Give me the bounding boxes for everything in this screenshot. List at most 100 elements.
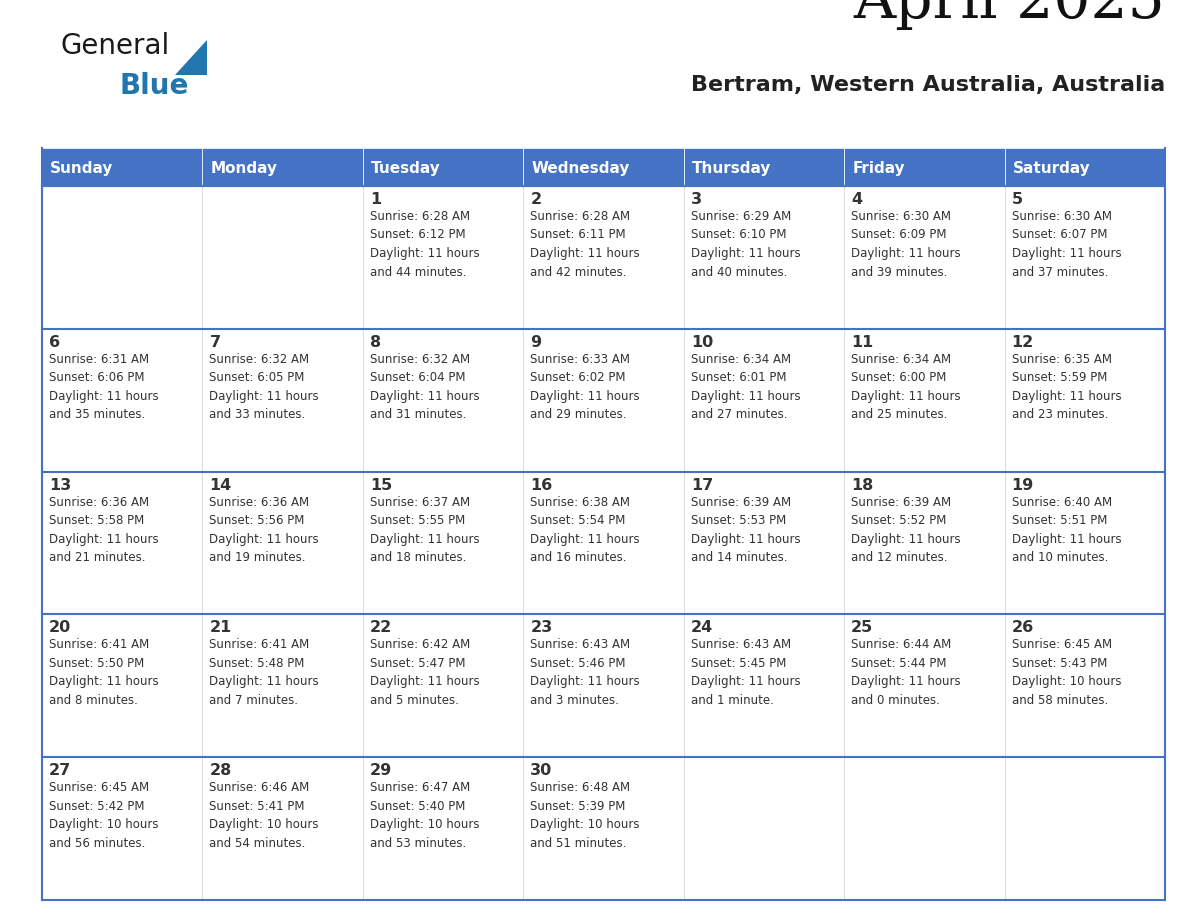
Bar [684, 757, 845, 900]
Text: Sunrise: 6:37 AM
Sunset: 5:55 PM
Daylight: 11 hours
and 18 minutes.: Sunrise: 6:37 AM Sunset: 5:55 PM Dayligh… [369, 496, 480, 564]
Bar [1005, 329, 1165, 472]
Bar [42, 757, 202, 900]
Text: 6: 6 [49, 335, 61, 350]
Text: 13: 13 [49, 477, 71, 493]
Text: 18: 18 [851, 477, 873, 493]
Text: Sunrise: 6:31 AM
Sunset: 6:06 PM
Daylight: 11 hours
and 35 minutes.: Sunrise: 6:31 AM Sunset: 6:06 PM Dayligh… [49, 353, 159, 421]
Bar [42, 472, 202, 614]
Text: 3: 3 [690, 192, 702, 207]
Text: 11: 11 [851, 335, 873, 350]
Text: 22: 22 [369, 621, 392, 635]
Text: General: General [61, 32, 169, 60]
Text: Sunrise: 6:34 AM
Sunset: 6:01 PM
Daylight: 11 hours
and 27 minutes.: Sunrise: 6:34 AM Sunset: 6:01 PM Dayligh… [690, 353, 801, 421]
Text: 20: 20 [49, 621, 71, 635]
Bar [362, 329, 523, 472]
Text: Tuesday: Tuesday [371, 161, 441, 175]
Bar [523, 614, 684, 757]
Bar [845, 329, 1005, 472]
Text: Blue: Blue [120, 72, 189, 100]
Bar [42, 148, 202, 186]
Text: Monday: Monday [210, 161, 278, 175]
Bar [523, 472, 684, 614]
Text: Saturday: Saturday [1012, 161, 1091, 175]
Bar [684, 329, 845, 472]
Text: 9: 9 [530, 335, 542, 350]
Text: Sunrise: 6:45 AM
Sunset: 5:43 PM
Daylight: 10 hours
and 58 minutes.: Sunrise: 6:45 AM Sunset: 5:43 PM Dayligh… [1011, 638, 1121, 707]
Text: 25: 25 [851, 621, 873, 635]
Bar [1005, 614, 1165, 757]
Text: 16: 16 [530, 477, 552, 493]
Text: 24: 24 [690, 621, 713, 635]
Text: 12: 12 [1011, 335, 1034, 350]
Bar [523, 148, 684, 186]
Bar [845, 614, 1005, 757]
Text: 29: 29 [369, 763, 392, 778]
Text: April 2025: April 2025 [853, 0, 1165, 30]
Bar [845, 186, 1005, 329]
Text: 23: 23 [530, 621, 552, 635]
Text: Sunrise: 6:41 AM
Sunset: 5:50 PM
Daylight: 11 hours
and 8 minutes.: Sunrise: 6:41 AM Sunset: 5:50 PM Dayligh… [49, 638, 159, 707]
Bar [684, 614, 845, 757]
Bar [202, 329, 362, 472]
Text: Sunrise: 6:39 AM
Sunset: 5:53 PM
Daylight: 11 hours
and 14 minutes.: Sunrise: 6:39 AM Sunset: 5:53 PM Dayligh… [690, 496, 801, 564]
Text: Thursday: Thursday [691, 161, 771, 175]
Text: Sunrise: 6:30 AM
Sunset: 6:09 PM
Daylight: 11 hours
and 39 minutes.: Sunrise: 6:30 AM Sunset: 6:09 PM Dayligh… [851, 210, 961, 278]
Text: Sunrise: 6:48 AM
Sunset: 5:39 PM
Daylight: 10 hours
and 51 minutes.: Sunrise: 6:48 AM Sunset: 5:39 PM Dayligh… [530, 781, 640, 850]
Text: Friday: Friday [852, 161, 905, 175]
Text: 17: 17 [690, 477, 713, 493]
Text: Sunrise: 6:40 AM
Sunset: 5:51 PM
Daylight: 11 hours
and 10 minutes.: Sunrise: 6:40 AM Sunset: 5:51 PM Dayligh… [1011, 496, 1121, 564]
Text: Sunrise: 6:30 AM
Sunset: 6:07 PM
Daylight: 11 hours
and 37 minutes.: Sunrise: 6:30 AM Sunset: 6:07 PM Dayligh… [1011, 210, 1121, 278]
Bar [362, 186, 523, 329]
Text: Sunrise: 6:36 AM
Sunset: 5:58 PM
Daylight: 11 hours
and 21 minutes.: Sunrise: 6:36 AM Sunset: 5:58 PM Dayligh… [49, 496, 159, 564]
Text: Sunrise: 6:29 AM
Sunset: 6:10 PM
Daylight: 11 hours
and 40 minutes.: Sunrise: 6:29 AM Sunset: 6:10 PM Dayligh… [690, 210, 801, 278]
Text: 5: 5 [1011, 192, 1023, 207]
Bar [202, 148, 362, 186]
Bar [1005, 148, 1165, 186]
Bar [42, 329, 202, 472]
Text: Sunrise: 6:44 AM
Sunset: 5:44 PM
Daylight: 11 hours
and 0 minutes.: Sunrise: 6:44 AM Sunset: 5:44 PM Dayligh… [851, 638, 961, 707]
Text: 2: 2 [530, 192, 542, 207]
Text: 26: 26 [1011, 621, 1034, 635]
Text: Sunrise: 6:34 AM
Sunset: 6:00 PM
Daylight: 11 hours
and 25 minutes.: Sunrise: 6:34 AM Sunset: 6:00 PM Dayligh… [851, 353, 961, 421]
Text: Sunrise: 6:42 AM
Sunset: 5:47 PM
Daylight: 11 hours
and 5 minutes.: Sunrise: 6:42 AM Sunset: 5:47 PM Dayligh… [369, 638, 480, 707]
Text: Sunrise: 6:33 AM
Sunset: 6:02 PM
Daylight: 11 hours
and 29 minutes.: Sunrise: 6:33 AM Sunset: 6:02 PM Dayligh… [530, 353, 640, 421]
Bar [845, 148, 1005, 186]
Bar [684, 148, 845, 186]
Text: Wednesday: Wednesday [531, 161, 630, 175]
Text: Sunrise: 6:43 AM
Sunset: 5:45 PM
Daylight: 11 hours
and 1 minute.: Sunrise: 6:43 AM Sunset: 5:45 PM Dayligh… [690, 638, 801, 707]
Text: 21: 21 [209, 621, 232, 635]
Bar [362, 148, 523, 186]
Bar [42, 614, 202, 757]
Text: Sunrise: 6:32 AM
Sunset: 6:05 PM
Daylight: 11 hours
and 33 minutes.: Sunrise: 6:32 AM Sunset: 6:05 PM Dayligh… [209, 353, 320, 421]
Text: Sunrise: 6:38 AM
Sunset: 5:54 PM
Daylight: 11 hours
and 16 minutes.: Sunrise: 6:38 AM Sunset: 5:54 PM Dayligh… [530, 496, 640, 564]
Bar [1005, 472, 1165, 614]
Bar [202, 757, 362, 900]
Bar [42, 186, 202, 329]
Text: 1: 1 [369, 192, 381, 207]
Text: Sunrise: 6:41 AM
Sunset: 5:48 PM
Daylight: 11 hours
and 7 minutes.: Sunrise: 6:41 AM Sunset: 5:48 PM Dayligh… [209, 638, 320, 707]
Text: Sunrise: 6:36 AM
Sunset: 5:56 PM
Daylight: 11 hours
and 19 minutes.: Sunrise: 6:36 AM Sunset: 5:56 PM Dayligh… [209, 496, 320, 564]
Text: Sunrise: 6:28 AM
Sunset: 6:11 PM
Daylight: 11 hours
and 42 minutes.: Sunrise: 6:28 AM Sunset: 6:11 PM Dayligh… [530, 210, 640, 278]
Text: Sunrise: 6:35 AM
Sunset: 5:59 PM
Daylight: 11 hours
and 23 minutes.: Sunrise: 6:35 AM Sunset: 5:59 PM Dayligh… [1011, 353, 1121, 421]
Bar [362, 472, 523, 614]
Bar [684, 186, 845, 329]
Text: Sunrise: 6:47 AM
Sunset: 5:40 PM
Daylight: 10 hours
and 53 minutes.: Sunrise: 6:47 AM Sunset: 5:40 PM Dayligh… [369, 781, 479, 850]
Text: Sunrise: 6:39 AM
Sunset: 5:52 PM
Daylight: 11 hours
and 12 minutes.: Sunrise: 6:39 AM Sunset: 5:52 PM Dayligh… [851, 496, 961, 564]
Bar [523, 186, 684, 329]
Text: Sunrise: 6:43 AM
Sunset: 5:46 PM
Daylight: 11 hours
and 3 minutes.: Sunrise: 6:43 AM Sunset: 5:46 PM Dayligh… [530, 638, 640, 707]
Bar [1005, 186, 1165, 329]
Bar [202, 186, 362, 329]
Bar [523, 757, 684, 900]
Bar [523, 329, 684, 472]
Bar [845, 757, 1005, 900]
Text: 14: 14 [209, 477, 232, 493]
Text: 15: 15 [369, 477, 392, 493]
Bar [202, 614, 362, 757]
Text: 10: 10 [690, 335, 713, 350]
Bar [684, 472, 845, 614]
Text: Bertram, Western Australia, Australia: Bertram, Western Australia, Australia [690, 75, 1165, 95]
Bar [1005, 757, 1165, 900]
Text: 8: 8 [369, 335, 381, 350]
Text: Sunrise: 6:46 AM
Sunset: 5:41 PM
Daylight: 10 hours
and 54 minutes.: Sunrise: 6:46 AM Sunset: 5:41 PM Dayligh… [209, 781, 318, 850]
Text: Sunrise: 6:32 AM
Sunset: 6:04 PM
Daylight: 11 hours
and 31 minutes.: Sunrise: 6:32 AM Sunset: 6:04 PM Dayligh… [369, 353, 480, 421]
